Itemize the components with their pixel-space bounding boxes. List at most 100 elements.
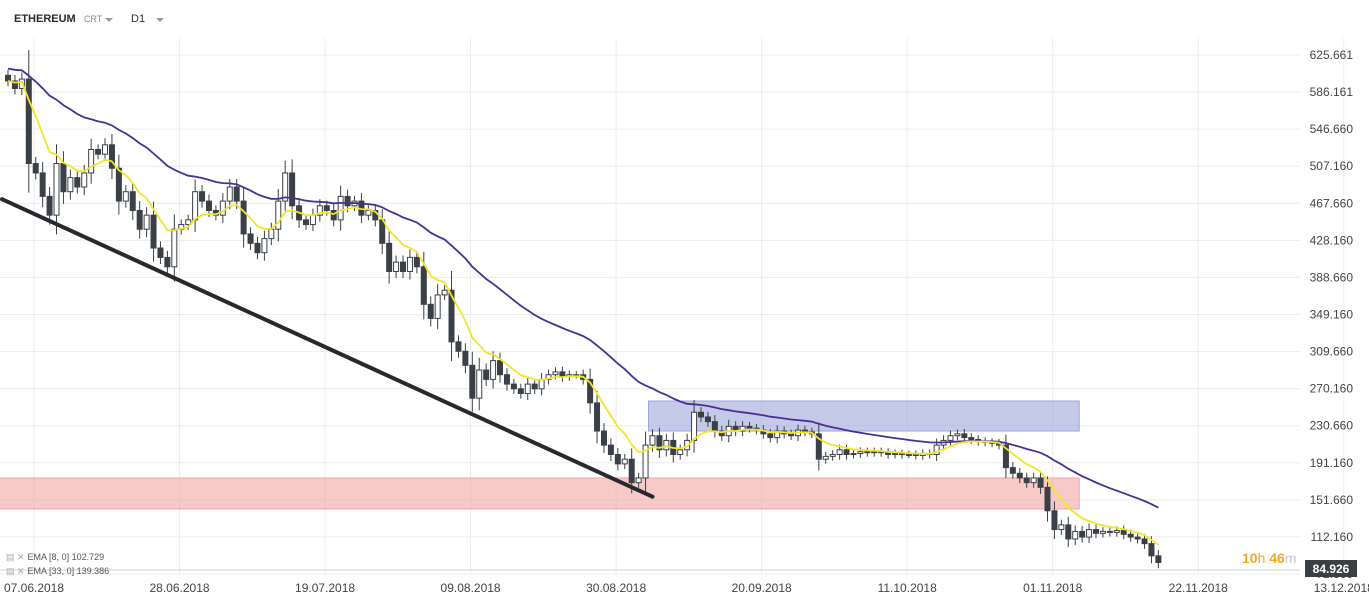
bear-candle [503, 374, 510, 385]
bear-candle [600, 430, 607, 446]
bull-candle [268, 228, 275, 240]
bear-candle [711, 421, 718, 432]
bull-candle [663, 439, 670, 451]
countdown-minutes: 46 [1269, 550, 1285, 566]
bear-candle [607, 444, 614, 455]
trendline [0, 197, 655, 499]
bear-candle [614, 453, 621, 465]
chart-type-selector[interactable]: CRT [84, 14, 103, 24]
bull-candle [905, 453, 912, 456]
bear-candle [656, 435, 663, 451]
bear-candle [885, 452, 892, 455]
bear-candle [32, 163, 39, 174]
bear-candle [1002, 444, 1009, 469]
x-tick-label: 07.06.2018 [4, 581, 64, 595]
x-tick-label: 09.08.2018 [441, 581, 501, 595]
bear-candle [1016, 472, 1023, 479]
bear-candle [1009, 467, 1016, 474]
y-tick-label: 112.160 [1311, 530, 1354, 544]
bull-candle [621, 458, 628, 465]
bull-candle [81, 172, 88, 188]
chart-type-chevron-down-icon[interactable] [105, 18, 113, 22]
bull-candle [947, 435, 954, 441]
bear-candle [344, 195, 351, 207]
indicator-settings-icon[interactable]: ▤ ✕ [6, 566, 25, 576]
bull-candle [53, 163, 60, 216]
symbol-label[interactable]: ETHEREUM [14, 13, 76, 25]
bull-candle [635, 477, 642, 484]
bull-candle [857, 451, 864, 455]
bear-candle [74, 177, 81, 188]
bull-candle [337, 195, 344, 221]
timeframe-selector[interactable]: D1 [131, 13, 146, 25]
bull-candle [1113, 530, 1120, 533]
y-tick-label: 270.160 [1310, 382, 1354, 396]
bear-candle [718, 430, 725, 437]
bear-candle [517, 388, 524, 394]
bear-candle [46, 195, 53, 216]
bear-candle [205, 200, 212, 211]
countdown-minutes-unit: m [1284, 550, 1297, 566]
bull-candle [261, 238, 268, 254]
bull-candle [219, 200, 226, 216]
y-tick-label: 467.660 [1310, 196, 1354, 210]
bull-candle [892, 453, 899, 456]
bear-candle [289, 172, 296, 207]
bear-candle [628, 458, 635, 484]
bear-candle [594, 402, 601, 432]
legend-ema-fast[interactable]: ▤ ✕ EMA [8, 0] 102.729 [6, 552, 104, 563]
bear-candle [427, 303, 434, 319]
bull-candle [836, 449, 843, 455]
bull-candle [1030, 477, 1037, 484]
bull-candle [677, 449, 684, 455]
timeframe-chevron-down-icon[interactable] [156, 18, 164, 22]
bull-candle [642, 444, 649, 479]
bull-candle [192, 191, 199, 221]
countdown-hours-unit: h [1257, 550, 1266, 566]
bear-candle [136, 209, 143, 230]
bear-candle [788, 433, 795, 437]
bear-candle [1065, 524, 1072, 540]
resistance-zone [647, 400, 1080, 432]
chart-grid [0, 38, 1345, 575]
bear-candle [323, 205, 330, 211]
x-tick-label: 20.09.2018 [732, 581, 792, 595]
bull-candle [441, 289, 448, 296]
bear-candle [129, 191, 136, 211]
ema-fast-line [7, 80, 1159, 546]
bear-candle [233, 186, 240, 202]
y-tick-label: 507.160 [1310, 159, 1354, 173]
bear-candle [150, 214, 157, 249]
indicator-settings-icon[interactable]: ▤ ✕ [6, 552, 25, 562]
legend-ema-slow[interactable]: ▤ ✕ EMA [33, 0] 139.386 [6, 566, 109, 577]
bear-candle [330, 209, 337, 221]
y-tick-label: 191.160 [1310, 456, 1354, 470]
bear-candle [157, 247, 164, 258]
bear-candle [1093, 529, 1100, 534]
bear-candle [698, 411, 704, 418]
y-tick-label: 428.160 [1310, 233, 1354, 247]
bear-candle [1051, 510, 1058, 531]
bull-candle [538, 378, 545, 390]
bull-candle [316, 205, 323, 216]
bear-candle [1120, 530, 1127, 535]
bear-candle [1155, 555, 1162, 563]
bull-candle [476, 369, 483, 399]
bear-candle [1079, 530, 1086, 538]
bull-candle [1099, 530, 1106, 534]
bear-candle [510, 383, 517, 390]
bull-candle [850, 453, 857, 456]
y-tick-label: 586.161 [1310, 85, 1354, 99]
y-tick-label: 546.660 [1310, 122, 1354, 136]
bull-candle [226, 186, 233, 202]
y-tick-label: 349.160 [1310, 308, 1354, 322]
bear-candle [483, 369, 490, 380]
bear-candle [420, 266, 427, 305]
bear-candle [39, 172, 46, 197]
bear-candle [95, 148, 102, 155]
bear-candle [767, 433, 774, 439]
x-tick-label: 11.10.2018 [878, 581, 937, 595]
bull-candle [933, 444, 940, 455]
bear-candle [1037, 477, 1044, 488]
